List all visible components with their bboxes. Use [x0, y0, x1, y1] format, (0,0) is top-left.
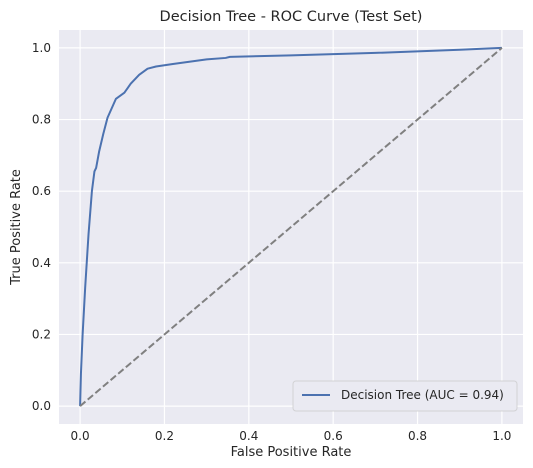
- x-tick-label: 0.0: [71, 429, 90, 443]
- x-tick-label: 0.8: [408, 429, 427, 443]
- y-tick-label: 0.6: [32, 184, 51, 198]
- x-axis-label: False Positive Rate: [231, 445, 352, 460]
- y-axis-label: True Positive Rate: [9, 169, 24, 286]
- legend-box: [292, 380, 518, 412]
- x-tick-label: 0.4: [239, 429, 258, 443]
- roc-line-decision-tree: [79, 46, 502, 407]
- y-tick-label: 0.4: [32, 256, 51, 270]
- grid-layer: [59, 30, 523, 424]
- y-tick-label: 0.8: [32, 113, 51, 127]
- chance-line: [79, 47, 503, 407]
- x-tick-label: 0.2: [155, 429, 174, 443]
- y-tick-label: 1.0: [32, 41, 51, 55]
- y-tick-label: 0.0: [32, 399, 51, 413]
- y-tick-label: 0.2: [32, 327, 51, 341]
- legend-label-decision-tree: Decision Tree (AUC = 0.94): [341, 388, 504, 402]
- chart-title: Decision Tree - ROC Curve (Test Set): [160, 9, 423, 25]
- line-layer: [79, 46, 503, 407]
- legend: Decision Tree (AUC = 0.94): [292, 380, 518, 412]
- x-tick-label: 0.6: [324, 429, 343, 443]
- tick-layer: 0.0 0.2 0.4 0.6 0.8 1.0 0.0 0.2 0.4 0.6 0.8 1.0: [32, 41, 512, 443]
- x-tick-label: 1.0: [492, 429, 511, 443]
